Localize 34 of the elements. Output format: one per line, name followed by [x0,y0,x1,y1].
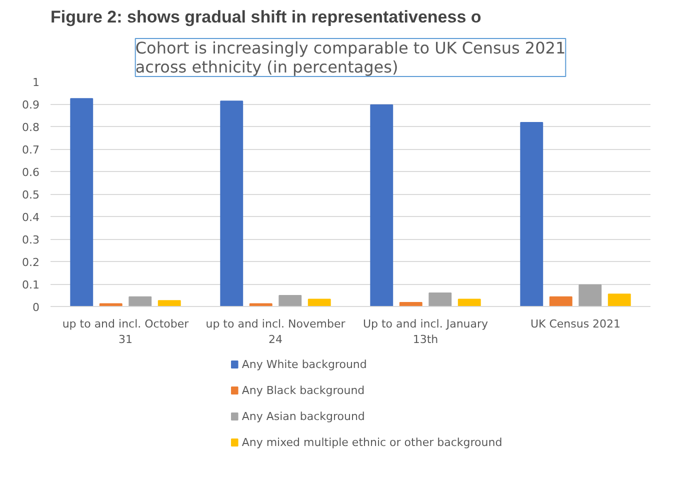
bar [220,100,244,306]
bar [278,294,302,306]
legend-label: Any mixed multiple ethnic or other background [242,436,502,449]
bar [549,296,572,306]
bar [370,104,394,306]
y-tick-label: 1 [32,76,40,89]
y-tick-label: 0.9 [22,98,40,112]
y-tick-label: 0.2 [22,256,40,269]
x-tick-label: Up to and incl. January 13th [362,318,489,346]
bar [608,294,631,306]
y-tick-label: 0 [32,301,40,314]
x-tick-label: UK Census 2021 [530,318,621,330]
y-tick-label: 0.4 [22,211,40,224]
y-tick-label: 0.8 [22,121,40,134]
bar [308,298,331,306]
bar [70,98,94,306]
caption: Figure 2: shows gradual shift in representativeness o [50,8,482,26]
bar [128,296,152,306]
y-tick-label: 0.3 [22,234,40,246]
y-tick-label: 0.1 [22,278,40,292]
bar [458,298,481,306]
x-tick-label: up to and incl. October 31 [62,318,190,346]
y-tick-label: 0.6 [22,166,40,179]
y-tick-label: 0.5 [22,188,40,202]
legend-label: Any Asian background [242,410,365,423]
legend-label: Any White background [242,358,367,371]
x-tick-label: up to and incl. November 24 [206,318,346,346]
legend-label: Any Black background [242,384,365,397]
bar [158,300,181,306]
bar [428,292,452,306]
chart-title: Cohort is increasingly comparable to UK Census 2021 across ethnicity (in percentages) [135,38,566,76]
bar [578,284,602,306]
bar [520,122,544,306]
y-tick-label: 0.7 [22,144,40,156]
